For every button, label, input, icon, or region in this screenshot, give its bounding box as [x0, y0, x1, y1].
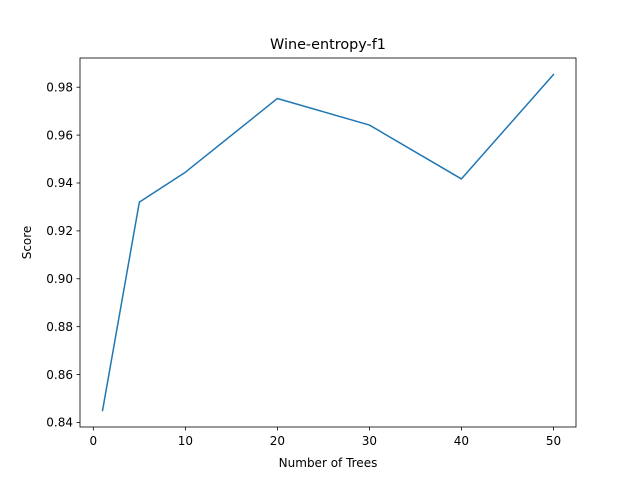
x-axis-label: Number of Trees [279, 456, 378, 470]
chart-title: Wine-entropy-f1 [270, 37, 386, 53]
y-tick-label: 0.96 [46, 128, 73, 142]
plot-area-frame [79, 57, 577, 428]
y-tick-label: 0.98 [46, 80, 73, 94]
ticks-layer: 0 10 20 30 40 50 0.84 0.86 0.88 0.90 0.92 0.94 0.96 0… [46, 80, 561, 448]
y-tick-label: 0.88 [46, 320, 73, 334]
y-tick-label: 0.92 [46, 224, 73, 238]
y-axis-label: Score [20, 226, 34, 260]
y-tick-label: 0.90 [46, 272, 73, 286]
x-tick-label: 40 [454, 434, 469, 448]
x-tick-label: 10 [178, 434, 193, 448]
y-tick-label: 0.86 [46, 368, 73, 382]
x-tick-label: 0 [90, 434, 98, 448]
x-tick-label: 30 [362, 434, 377, 448]
y-tick-label: 0.94 [46, 176, 73, 190]
y-tick-label: 0.84 [46, 416, 73, 430]
x-tick-label: 20 [270, 434, 285, 448]
series-line [101, 73, 555, 412]
x-tick-label: 50 [546, 434, 561, 448]
series-layer [101, 73, 555, 412]
